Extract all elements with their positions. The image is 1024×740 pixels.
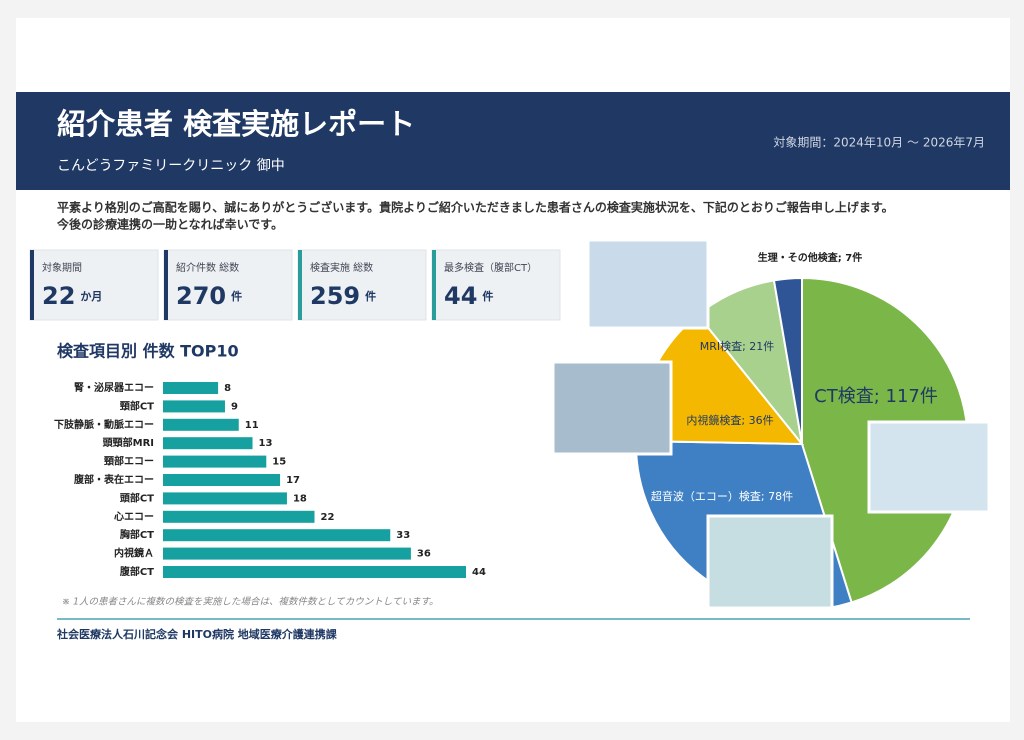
- kpi-card: [297, 249, 427, 321]
- kpi-label: 検査実施 総数: [310, 261, 373, 274]
- category-label: 頭頸部MRI: [103, 436, 154, 449]
- value-label: 9: [231, 401, 238, 412]
- category-label: 頸部エコー: [104, 455, 154, 468]
- footer: 社会医療法人石川記念会 HITO病院 地域医療介護連携課: [56, 627, 338, 641]
- photo: [551, 360, 673, 456]
- kpi-accent: [432, 250, 436, 320]
- title: 紹介患者 検査実施レポート: [57, 107, 415, 141]
- value-label: 22: [321, 512, 335, 523]
- slice-label: 生理・その他検査; 7件: [758, 251, 862, 264]
- bar: [163, 529, 391, 542]
- value-label: 13: [259, 438, 273, 449]
- category-label: 腹部・表在エコー: [74, 473, 154, 486]
- slice-label: 超音波（エコー）検査; 78件: [651, 489, 793, 503]
- kpi-card: [163, 249, 293, 321]
- kpi-label: 対象期間: [42, 261, 82, 274]
- slice-label: 内視鏡検査; 36件: [686, 413, 773, 427]
- slice-label: CT検査; 117件: [814, 386, 938, 407]
- bar: [163, 418, 239, 431]
- photos: [551, 238, 991, 610]
- category-label: 内視鏡Ａ: [114, 547, 154, 560]
- photo: [706, 514, 834, 610]
- intro-line: 平素より格別のご高配を賜り、誠にありがとうございます。貴院よりご紹介いただきまし…: [57, 200, 894, 215]
- bar: [163, 455, 267, 468]
- kpi-value: 22: [42, 282, 75, 310]
- kpi-value-line: 44 件: [444, 282, 493, 310]
- kpi-unit: 件: [482, 289, 493, 303]
- value-label: 44: [472, 567, 486, 578]
- value-label: 33: [396, 530, 410, 541]
- value-label: 15: [272, 457, 286, 468]
- kpi-value: 270: [176, 282, 226, 310]
- kpi-value: 259: [310, 282, 360, 310]
- category-label: 頭部CT: [120, 491, 154, 504]
- value-label: 36: [417, 549, 431, 560]
- period: 対象期間：2024年10月 ～ 2026年7月: [773, 136, 985, 150]
- header-band: [16, 92, 1010, 190]
- bar-title: 検査項目別 件数 TOP10: [57, 342, 239, 361]
- photo: [586, 238, 710, 330]
- bar: [163, 437, 253, 450]
- bar: [163, 474, 281, 486]
- kpi-accent: [164, 250, 168, 320]
- bar: [163, 510, 315, 523]
- bar: [163, 400, 225, 413]
- kpi-accent: [298, 250, 302, 320]
- kpi-value-line: 259 件: [310, 282, 376, 310]
- category-label: 腎・泌尿器エコー: [74, 381, 154, 394]
- subtitle: こんどうファミリークリニック 御中: [57, 158, 285, 174]
- note: ※ 1人の患者さんに複数の検査を実施した場合は、複数件数としてカウントしています…: [62, 596, 439, 608]
- kpi-value-line: 270 件: [176, 282, 242, 310]
- slice-label: MRI検査; 21件: [700, 339, 775, 353]
- kpi-row: 対象期間 22 か月 紹介件数 総数 270 件 検査実施 総数 259 件 最多検査（腹部CT）…: [29, 249, 561, 321]
- kpi-value-line: 22 か月: [42, 282, 102, 310]
- kpi-unit: 件: [231, 289, 242, 303]
- kpi-unit: か月: [80, 290, 102, 303]
- photo: [867, 420, 991, 514]
- value-label: 17: [286, 475, 300, 486]
- value-label: 8: [224, 383, 231, 394]
- kpi-card: [29, 249, 159, 321]
- category-label: 腹部CT: [120, 565, 154, 578]
- intro-line: 今後の診療連携の一助となれば幸いです。: [56, 217, 283, 232]
- value-label: 18: [293, 493, 307, 504]
- bar: [163, 566, 466, 578]
- kpi-label: 紹介件数 総数: [176, 261, 239, 274]
- bar: [163, 492, 287, 505]
- bar-chart: 腎・泌尿器エコー 8 頸部CT 9 下肢静脈・動脈エコー 11 頭頸部MRI 13 頸部エコー 1…: [54, 381, 486, 578]
- pie-slice: [772, 276, 803, 445]
- kpi-accent: [30, 250, 34, 320]
- kpi-card: [431, 249, 561, 321]
- category-label: 下肢静脈・動脈エコー: [54, 418, 154, 431]
- category-label: 心エコー: [114, 511, 154, 523]
- bar: [163, 382, 219, 394]
- category-label: 頸部CT: [120, 399, 154, 412]
- bar: [163, 547, 411, 560]
- kpi-label: 最多検査（腹部CT）: [444, 261, 537, 274]
- kpi-unit: 件: [365, 289, 376, 303]
- value-label: 11: [245, 420, 259, 431]
- kpi-value: 44: [444, 282, 477, 310]
- category-label: 胸部CT: [120, 528, 154, 541]
